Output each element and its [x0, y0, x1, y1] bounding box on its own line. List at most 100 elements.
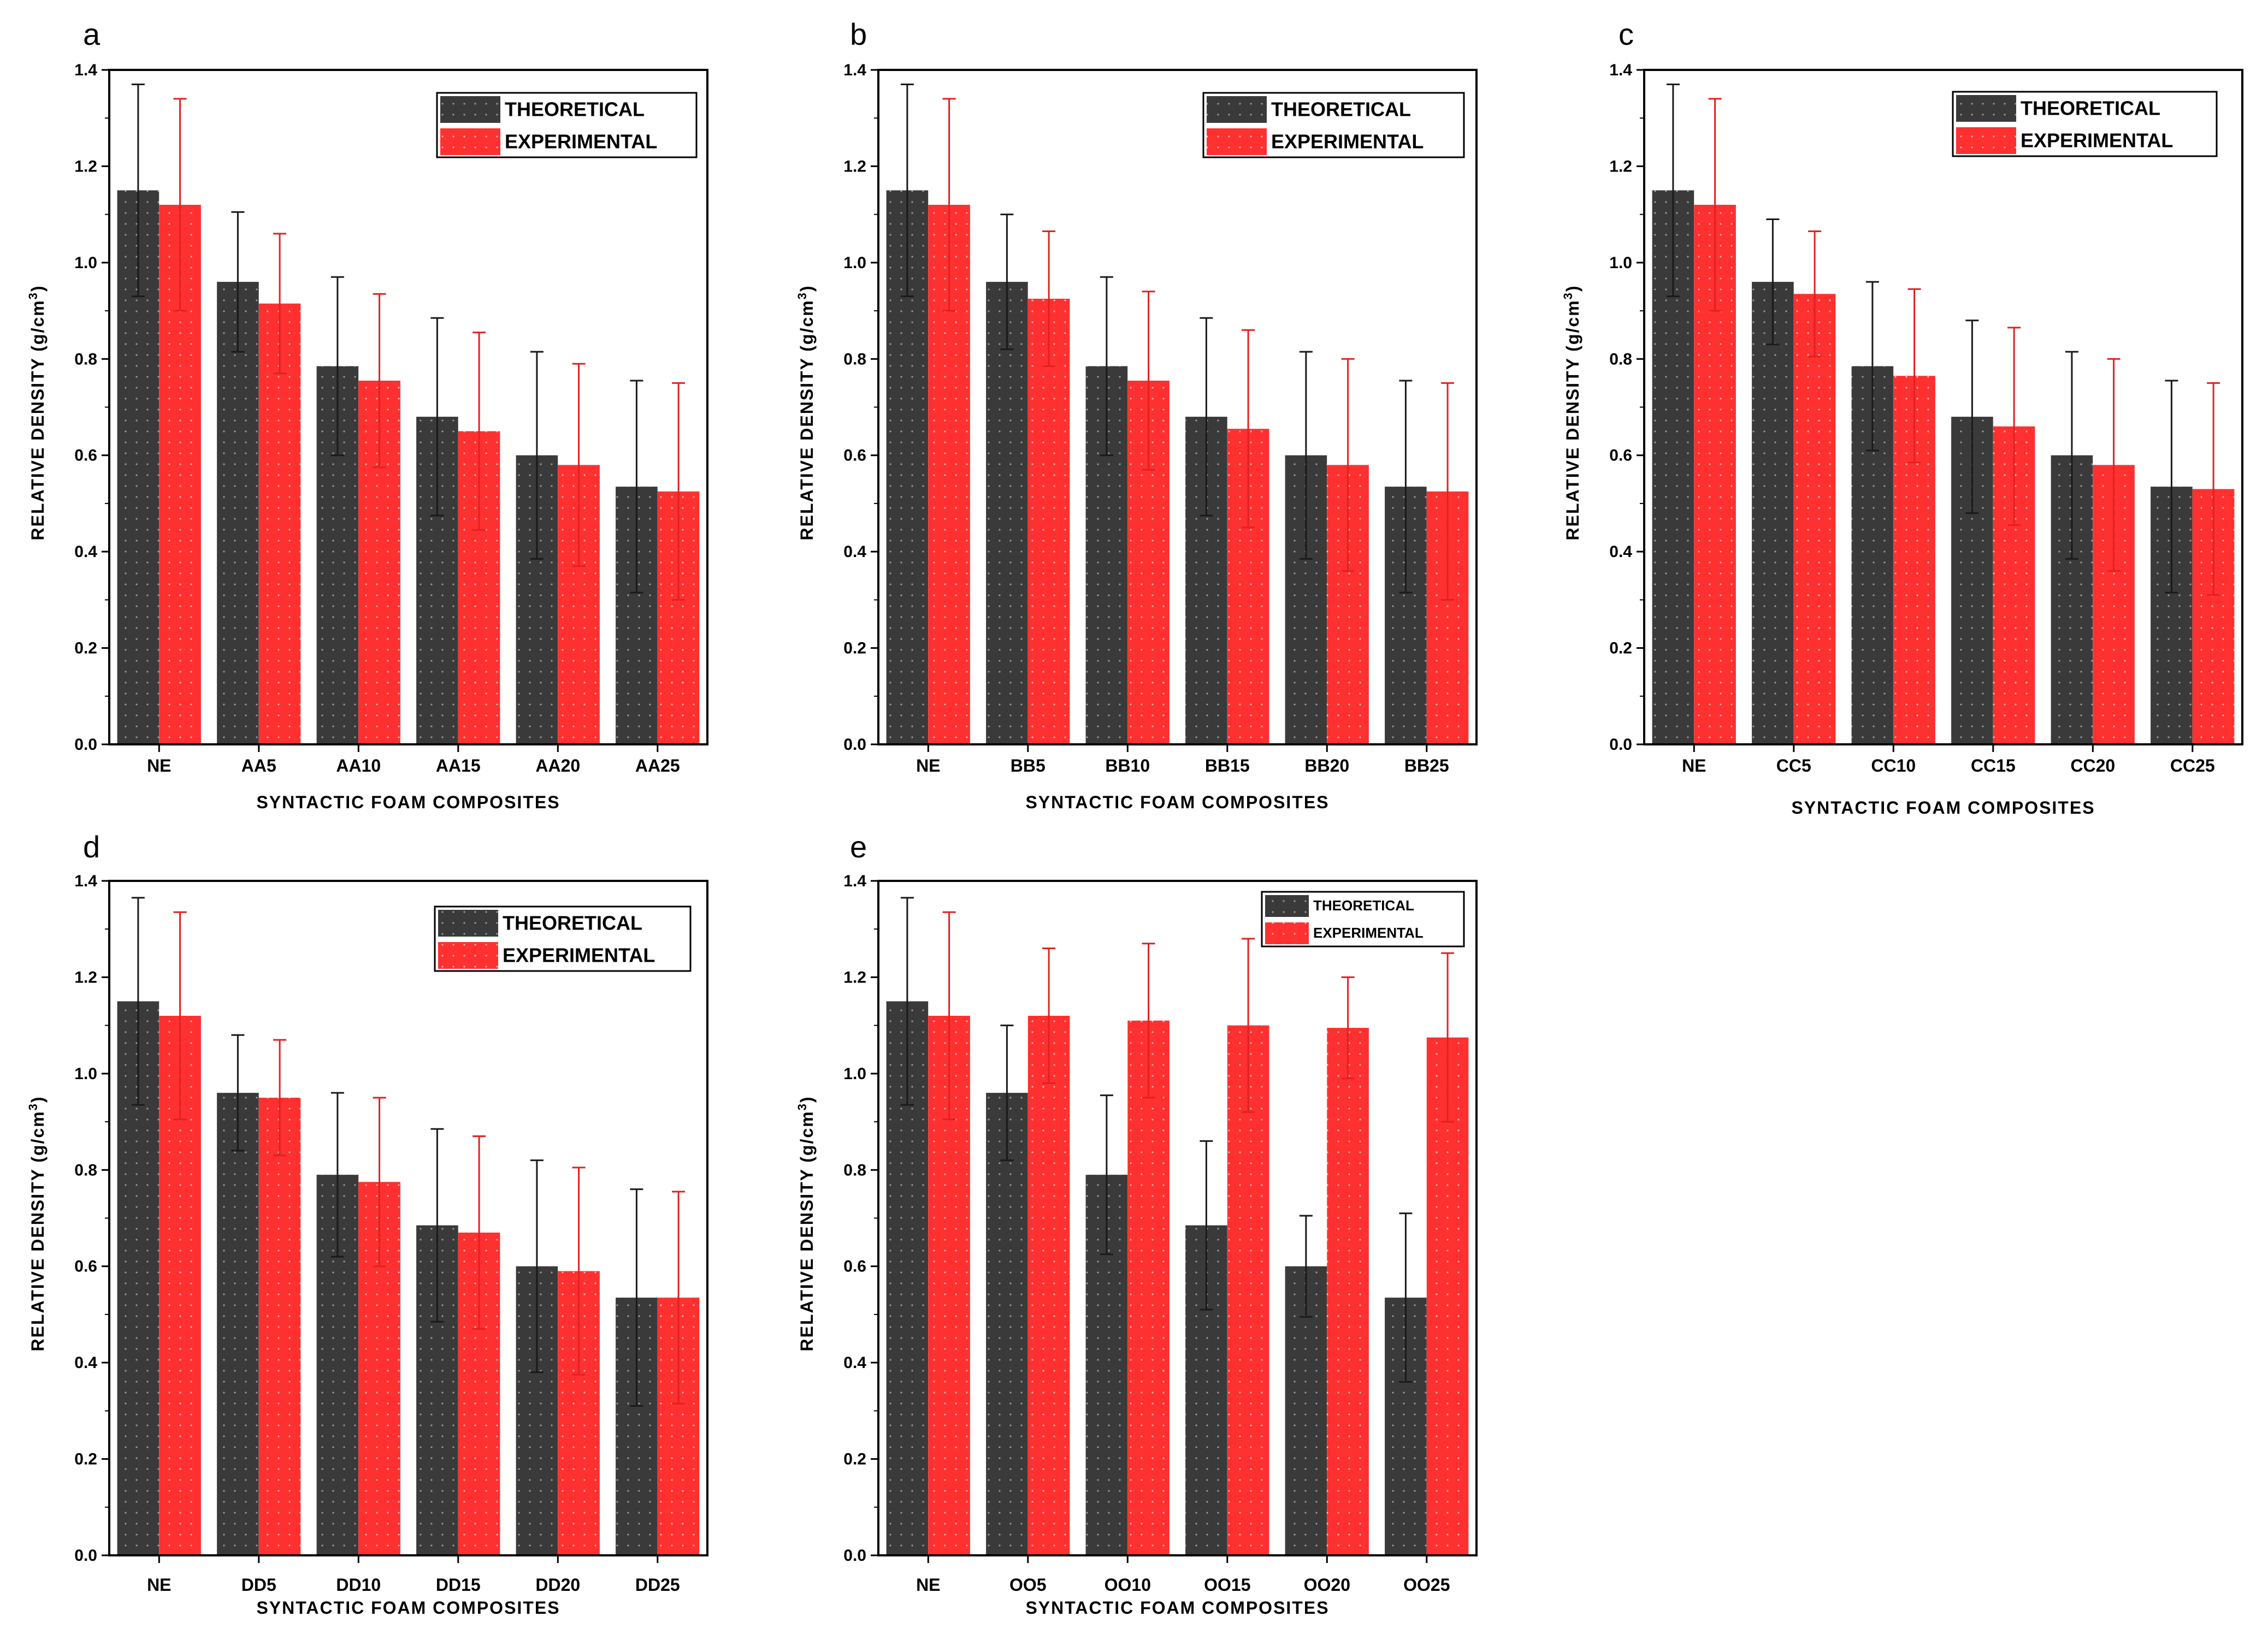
- x-category-label: OO5: [1009, 1575, 1047, 1595]
- x-category-label: CC25: [2170, 756, 2215, 775]
- x-category-label: OO10: [1105, 1575, 1151, 1595]
- y-axis-title-superscript: 3: [26, 292, 40, 299]
- y-tick-label: 0.2: [74, 1450, 97, 1469]
- y-axis-title-superscript: 3: [795, 292, 809, 299]
- y-tick-label: 1.2: [74, 157, 97, 175]
- legend: THEORETICAL EXPERIMENTAL: [1202, 92, 1465, 158]
- bar-theoretical: [217, 1093, 259, 1555]
- panel-letter: c: [1619, 17, 1634, 51]
- y-tick-label: 0.0: [74, 1547, 97, 1565]
- legend-label-theoretical: THEORETICAL: [1271, 98, 1411, 121]
- x-category-label: CC5: [1776, 756, 1811, 775]
- x-category-label: DD20: [535, 1575, 580, 1595]
- bar-experimental: [1793, 294, 1836, 744]
- y-axis-title: RELATIVE DENSITY (g/cm3): [26, 285, 48, 541]
- x-category-label: DD10: [336, 1575, 381, 1595]
- bar-experimental: [1227, 1025, 1269, 1555]
- x-category-label: NE: [147, 756, 171, 775]
- x-axis-title: SYNTACTIC FOAM COMPOSITES: [256, 1598, 560, 1618]
- legend-swatch-theoretical: [438, 910, 498, 937]
- bar-theoretical: [986, 282, 1028, 744]
- y-tick-label: 0.6: [1609, 447, 1632, 465]
- x-category-label: DD5: [241, 1575, 276, 1595]
- y-axis-title: RELATIVE DENSITY (g/cm3): [26, 1096, 48, 1352]
- y-axis-title-superscript: 3: [795, 1103, 809, 1110]
- legend: THEORETICAL EXPERIMENTAL: [436, 92, 698, 158]
- y-tick-label: 0.8: [843, 350, 866, 368]
- legend: THEORETICAL EXPERIMENTAL: [434, 905, 692, 972]
- y-tick-label: 1.0: [843, 254, 866, 272]
- legend-swatch-experimental: [1956, 127, 2016, 154]
- x-category-label: CC15: [1971, 756, 2016, 775]
- y-tick-label: 0.6: [843, 447, 866, 465]
- y-tick-label: 0.4: [74, 1354, 97, 1372]
- bar-experimental: [1027, 299, 1070, 744]
- bar-theoretical: [217, 282, 259, 744]
- y-tick-label: 0.2: [843, 1450, 866, 1469]
- y-axis-title: RELATIVE DENSITY (g/cm3): [1561, 285, 1583, 541]
- x-axis-title: SYNTACTIC FOAM COMPOSITES: [1025, 792, 1329, 812]
- chart-panel-d: d 0.0 0.2 0.4 0.6 0.8 1.0 1.2 1.4 NE DD5 DD10 DD15 DD…: [26, 830, 708, 1618]
- y-tick-label: 0.4: [843, 1354, 866, 1372]
- y-tick-label: 1.4: [843, 61, 866, 79]
- y-tick-label: 1.0: [74, 254, 97, 272]
- y-tick-label: 0.8: [74, 350, 97, 368]
- legend-swatch-experimental: [438, 942, 498, 969]
- y-tick-label: 0.2: [1609, 640, 1632, 658]
- x-category-label: BB20: [1304, 756, 1349, 775]
- x-category-label: BB10: [1105, 756, 1150, 775]
- y-axis-title-superscript: 3: [26, 1103, 40, 1110]
- legend-label-experimental: EXPERIMENTAL: [503, 944, 655, 967]
- legend-label-theoretical: THEORETICAL: [1313, 897, 1414, 914]
- y-tick-label: 0.8: [843, 1161, 866, 1179]
- x-category-label: AA10: [336, 756, 381, 775]
- legend-label-theoretical: THEORETICAL: [505, 98, 645, 121]
- y-tick-label: 1.4: [74, 872, 97, 890]
- y-tick-label: 0.4: [843, 543, 866, 561]
- x-axis-title: SYNTACTIC FOAM COMPOSITES: [256, 792, 560, 812]
- bar-experimental: [258, 303, 301, 744]
- legend-label-experimental: EXPERIMENTAL: [505, 131, 657, 153]
- panels-root: a 0.0 0.2 0.4 0.6 0.8 1.0 1.2 1.4 NE AA5 AA10 AA15 AA…: [26, 17, 2243, 1618]
- legend-swatch-theoretical: [1265, 895, 1309, 917]
- legend-swatch-experimental: [1265, 922, 1309, 944]
- y-tick-label: 1.2: [843, 157, 866, 175]
- y-axis-title-main: RELATIVE DENSITY (g/cm: [28, 299, 48, 540]
- panel-letter: e: [850, 830, 867, 864]
- y-tick-label: 0.0: [1609, 736, 1632, 754]
- bar-theoretical: [986, 1093, 1028, 1555]
- chart-panel-e: e 0.0 0.2 0.4 0.6 0.8 1.0 1.2 1.4 NE OO5 OO10 OO15 OO…: [795, 830, 1478, 1618]
- y-tick-label: 1.2: [74, 968, 97, 986]
- x-category-label: OO15: [1204, 1575, 1250, 1595]
- legend-swatch-theoretical: [1207, 96, 1267, 123]
- legend-swatch-theoretical: [1956, 95, 2016, 122]
- y-axis-title: RELATIVE DENSITY (g/cm3): [795, 285, 817, 541]
- legend: THEORETICAL EXPERIMENTAL: [1952, 91, 2218, 157]
- x-category-label: AA20: [535, 756, 580, 775]
- y-axis-title-main: RELATIVE DENSITY (g/cm: [1563, 299, 1582, 540]
- bar-experimental: [1127, 1020, 1170, 1555]
- y-tick-label: 0.0: [843, 1547, 866, 1565]
- bar-experimental: [1027, 1016, 1070, 1555]
- legend-label-experimental: EXPERIMENTAL: [1271, 131, 1424, 153]
- y-tick-label: 0.6: [843, 1258, 866, 1276]
- y-tick-label: 1.0: [843, 1065, 866, 1083]
- x-category-label: AA25: [635, 756, 680, 775]
- bar-experimental: [1426, 1037, 1469, 1555]
- y-axis-title-end: ): [797, 1096, 817, 1103]
- y-tick-label: 1.4: [1609, 61, 1632, 79]
- y-tick-label: 0.2: [843, 640, 866, 658]
- x-category-label: NE: [147, 1575, 171, 1595]
- y-axis-title-end: ): [1563, 285, 1582, 292]
- x-category-label: DD25: [635, 1575, 680, 1595]
- x-category-label: DD15: [436, 1575, 481, 1595]
- y-tick-label: 1.2: [843, 968, 866, 986]
- panel-letter: d: [83, 830, 100, 864]
- x-category-label: BB5: [1011, 756, 1046, 775]
- y-tick-label: 0.4: [1609, 543, 1632, 561]
- y-tick-label: 0.2: [74, 640, 97, 658]
- y-axis-title-main: RELATIVE DENSITY (g/cm: [797, 299, 817, 540]
- y-axis-title-main: RELATIVE DENSITY (g/cm: [797, 1110, 817, 1351]
- chart-panel-c: c 0.0 0.2 0.4 0.6 0.8 1.0 1.2 1.4 NE CC5 CC10 CC15 CC…: [1561, 17, 2243, 818]
- legend-swatch-experimental: [1207, 128, 1267, 155]
